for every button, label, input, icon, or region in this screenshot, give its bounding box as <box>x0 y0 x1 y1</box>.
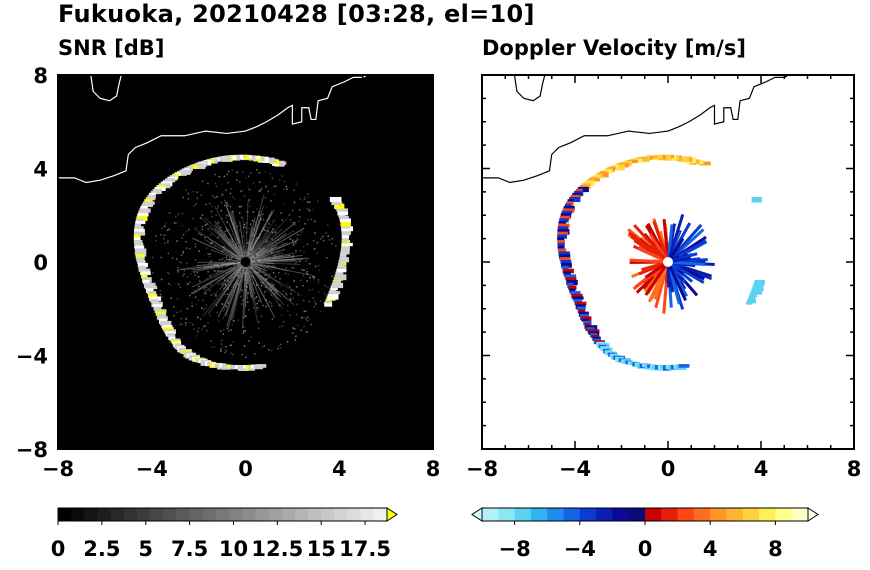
snr-colorbar-swatch <box>189 508 204 521</box>
snr-colorbar-outline <box>57 507 388 522</box>
doppler-xtick-label: −8 <box>466 457 498 481</box>
snr-colorbar-swatch <box>123 508 138 521</box>
snr-colorbar-swatch <box>242 508 256 521</box>
snr-colorbar-swatch <box>202 508 217 521</box>
snr-ytick-label: 0 <box>33 251 48 275</box>
doppler-colorbar-swatch <box>742 508 760 521</box>
snr-xtick-label: 0 <box>238 457 253 481</box>
doppler-colorbar-extend-high <box>807 507 819 522</box>
doppler-colorbar-tick-label: −4 <box>564 537 596 561</box>
doppler-colorbar-swatch <box>726 508 744 521</box>
snr-colorbar-swatch <box>373 508 388 521</box>
snr-colorbar-swatch <box>347 508 362 521</box>
snr-panel: −8 −4 0 4 8 8 4 0 −4 −8 <box>16 64 441 481</box>
snr-colorbar-swatch <box>255 508 270 521</box>
doppler-colorbar-tick-label: 4 <box>703 537 718 561</box>
doppler-xtick-label: −4 <box>559 457 591 481</box>
figure-title: Fukuoka, 20210428 [03:28, el=10] <box>58 0 535 28</box>
doppler-colorbar: −8 −4 0 4 8 <box>471 507 819 561</box>
snr-colorbar-tick-label: 10 <box>219 537 248 561</box>
doppler-axis-ticks <box>481 74 855 450</box>
snr-colorbar-swatch <box>97 508 112 521</box>
doppler-colorbar-tick-label: 8 <box>768 537 783 561</box>
doppler-colorbar-swatch <box>628 508 646 521</box>
snr-colorbar-swatch <box>176 508 191 521</box>
doppler-colorbar-tick-label: 0 <box>638 537 653 561</box>
doppler-xtick-label: 4 <box>754 457 769 481</box>
snr-xtick-label: 4 <box>332 457 347 481</box>
doppler-colorbar-swatch <box>645 508 662 521</box>
doppler-xtick-label: 8 <box>847 457 862 481</box>
doppler-colorbar-swatch <box>759 508 776 521</box>
snr-ytick-label: −4 <box>16 345 48 369</box>
snr-colorbar-tick-label: 17.5 <box>339 537 391 561</box>
snr-colorbar-tick-label: 7.5 <box>171 537 208 561</box>
snr-colorbar-swatch <box>268 508 283 521</box>
snr-colorbar-swatch <box>110 508 125 521</box>
doppler-near-field <box>627 214 715 314</box>
snr-coastline <box>58 74 368 184</box>
snr-colorbar-swatch <box>294 508 309 521</box>
snr-colorbar-tick-label: 12.5 <box>251 537 303 561</box>
snr-colorbar-swatch <box>281 508 296 521</box>
doppler-colorbar-swatch <box>791 508 809 521</box>
doppler-colorbar-swatch <box>693 508 711 521</box>
snr-colorbar-swatch <box>334 508 349 521</box>
snr-radar-site <box>240 257 251 267</box>
snr-colorbar-swatch <box>71 508 85 521</box>
doppler-colorbar-swatch <box>596 508 613 521</box>
doppler-colorbar-swatch <box>547 508 564 521</box>
doppler-colorbar-swatch <box>661 508 679 521</box>
snr-xtick-label: −4 <box>136 457 168 481</box>
snr-colorbar-swatch <box>308 508 322 521</box>
snr-ytick-label: 8 <box>33 64 48 88</box>
snr-echo-ring <box>133 154 353 371</box>
snr-ytick-label: −8 <box>16 438 48 462</box>
snr-colorbar-swatch <box>215 508 230 521</box>
doppler-colorbar-swatch <box>612 508 630 521</box>
snr-colorbar-tick-label: 0 <box>51 537 66 561</box>
snr-colorbar-swatch <box>229 508 243 521</box>
doppler-coastline <box>482 74 790 184</box>
snr-colorbar-tick-label: 15 <box>307 537 336 561</box>
doppler-colorbar-extend-low <box>471 507 483 522</box>
doppler-coastline-north <box>513 74 546 102</box>
doppler-colorbar-swatch <box>710 508 727 521</box>
doppler-colorbar-tick-label: −8 <box>498 537 530 561</box>
snr-xtick-label: 8 <box>426 457 441 481</box>
doppler-xtick-label: 0 <box>661 457 676 481</box>
snr-colorbar: 0 2.5 5 7.5 10 12.5 15 17.5 <box>51 507 398 561</box>
snr-near-field-clutter <box>151 169 339 359</box>
snr-colorbar-swatch <box>136 508 151 521</box>
doppler-colorbar-swatch <box>563 508 581 521</box>
snr-colorbar-swatch <box>321 508 335 521</box>
doppler-echo-ring <box>557 154 765 371</box>
doppler-panel: −8 −4 0 4 8 <box>466 74 862 481</box>
snr-xtick-label: −8 <box>42 457 74 481</box>
doppler-colorbar-swatch <box>530 508 548 521</box>
doppler-panel-title: Doppler Velocity [m/s] <box>482 36 746 60</box>
doppler-colorbar-swatch <box>775 508 793 521</box>
snr-colorbar-extend-high <box>386 507 398 522</box>
snr-axis-ticks <box>57 74 434 450</box>
snr-colorbar-swatch <box>163 508 177 521</box>
doppler-colorbar-swatch <box>677 508 695 521</box>
doppler-colorbar-swatch <box>498 508 516 521</box>
snr-colorbar-swatch <box>84 508 98 521</box>
doppler-colorbar-swatch <box>579 508 597 521</box>
doppler-colorbar-swatch <box>482 508 499 521</box>
doppler-colorbar-swatch <box>514 508 532 521</box>
snr-ytick-label: 4 <box>33 158 48 182</box>
snr-panel-title: SNR [dB] <box>58 36 165 60</box>
snr-colorbar-swatch <box>360 508 375 521</box>
snr-colorbar-tick-label: 5 <box>138 537 153 561</box>
snr-colorbar-swatch <box>58 508 72 521</box>
snr-coastline-north <box>90 74 122 102</box>
snr-colorbar-tick-label: 2.5 <box>83 537 120 561</box>
snr-colorbar-swatch <box>150 508 164 521</box>
doppler-site-hole <box>663 257 673 267</box>
